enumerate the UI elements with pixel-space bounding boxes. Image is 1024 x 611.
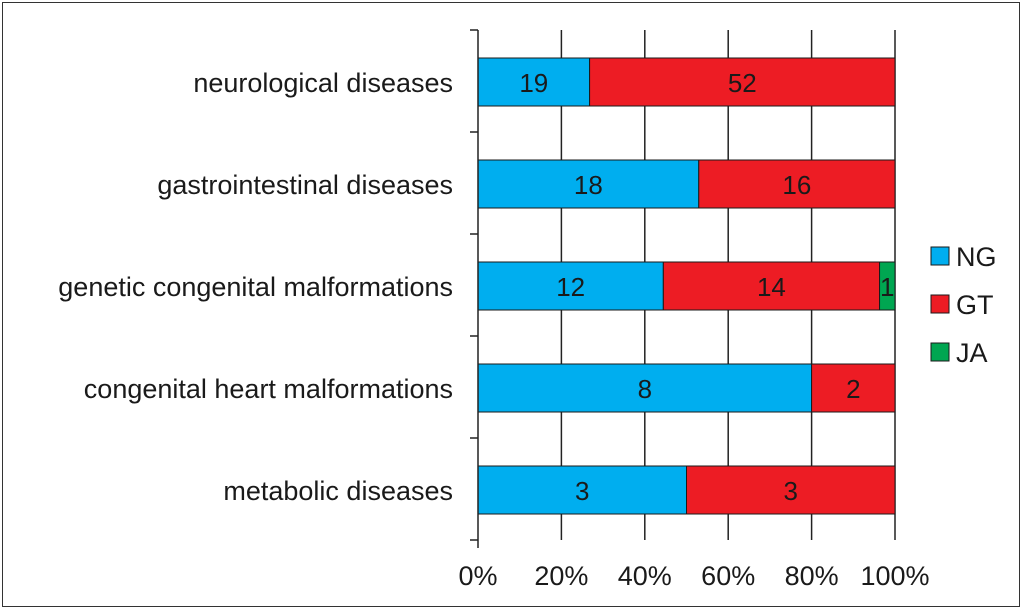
bar-label-congenital-heart-malformations-gt: 2 — [846, 374, 860, 404]
x-tick-label-4: 80% — [785, 561, 839, 591]
bar-metabolic-diseases-gt — [686, 465, 896, 515]
bar-gastrointestinal-diseases-gt — [698, 159, 896, 209]
bar-label-neurological-diseases-ng: 19 — [519, 68, 548, 98]
legend-label-ja: JA — [956, 338, 988, 368]
legend-swatch-ja — [930, 342, 950, 362]
legend-swatch-gt — [930, 294, 950, 314]
bar-neurological-diseases-gt — [589, 57, 896, 107]
bar-label-neurological-diseases-gt: 52 — [728, 68, 757, 98]
legend-label-ng: NG — [956, 242, 997, 272]
x-tick-label-1: 20% — [534, 561, 588, 591]
bar-label-metabolic-diseases-ng: 3 — [575, 476, 589, 506]
bar-label-congenital-heart-malformations-ng: 8 — [638, 374, 652, 404]
bar-label-gastrointestinal-diseases-gt: 16 — [782, 170, 811, 200]
bar-congenital-heart-malformations-gt — [811, 363, 896, 413]
bar-gastrointestinal-diseases-ng — [477, 159, 700, 209]
bar-genetic-congenital-malformations-ja — [879, 261, 896, 311]
bar-label-genetic-congenital-malformations-gt: 14 — [757, 272, 786, 302]
bar-genetic-congenital-malformations-gt — [662, 261, 881, 311]
bar-label-genetic-congenital-malformations-ng: 12 — [556, 272, 585, 302]
x-tick-label-0: 0% — [458, 561, 497, 591]
category-label-metabolic-diseases: metabolic diseases — [223, 476, 453, 506]
bar-congenital-heart-malformations-ng — [477, 363, 813, 413]
category-label-genetic-congenital-malformations: genetic congenital malformations — [58, 272, 453, 302]
category-label-gastrointestinal-diseases: gastrointestinal diseases — [157, 170, 453, 200]
bar-label-genetic-congenital-malformations-ja: 1 — [880, 272, 894, 302]
x-tick-label-3: 60% — [701, 561, 755, 591]
legend-label-gt: GT — [956, 290, 994, 320]
bar-label-metabolic-diseases-gt: 3 — [784, 476, 798, 506]
x-tick-label-5: 100% — [860, 561, 929, 591]
category-label-neurological-diseases: neurological diseases — [193, 68, 453, 98]
category-label-congenital-heart-malformations: congenital heart malformations — [84, 374, 453, 404]
bar-genetic-congenital-malformations-ng — [477, 261, 664, 311]
legend-swatch-ng — [930, 246, 950, 266]
x-tick-label-2: 40% — [618, 561, 672, 591]
bar-label-gastrointestinal-diseases-ng: 18 — [574, 170, 603, 200]
